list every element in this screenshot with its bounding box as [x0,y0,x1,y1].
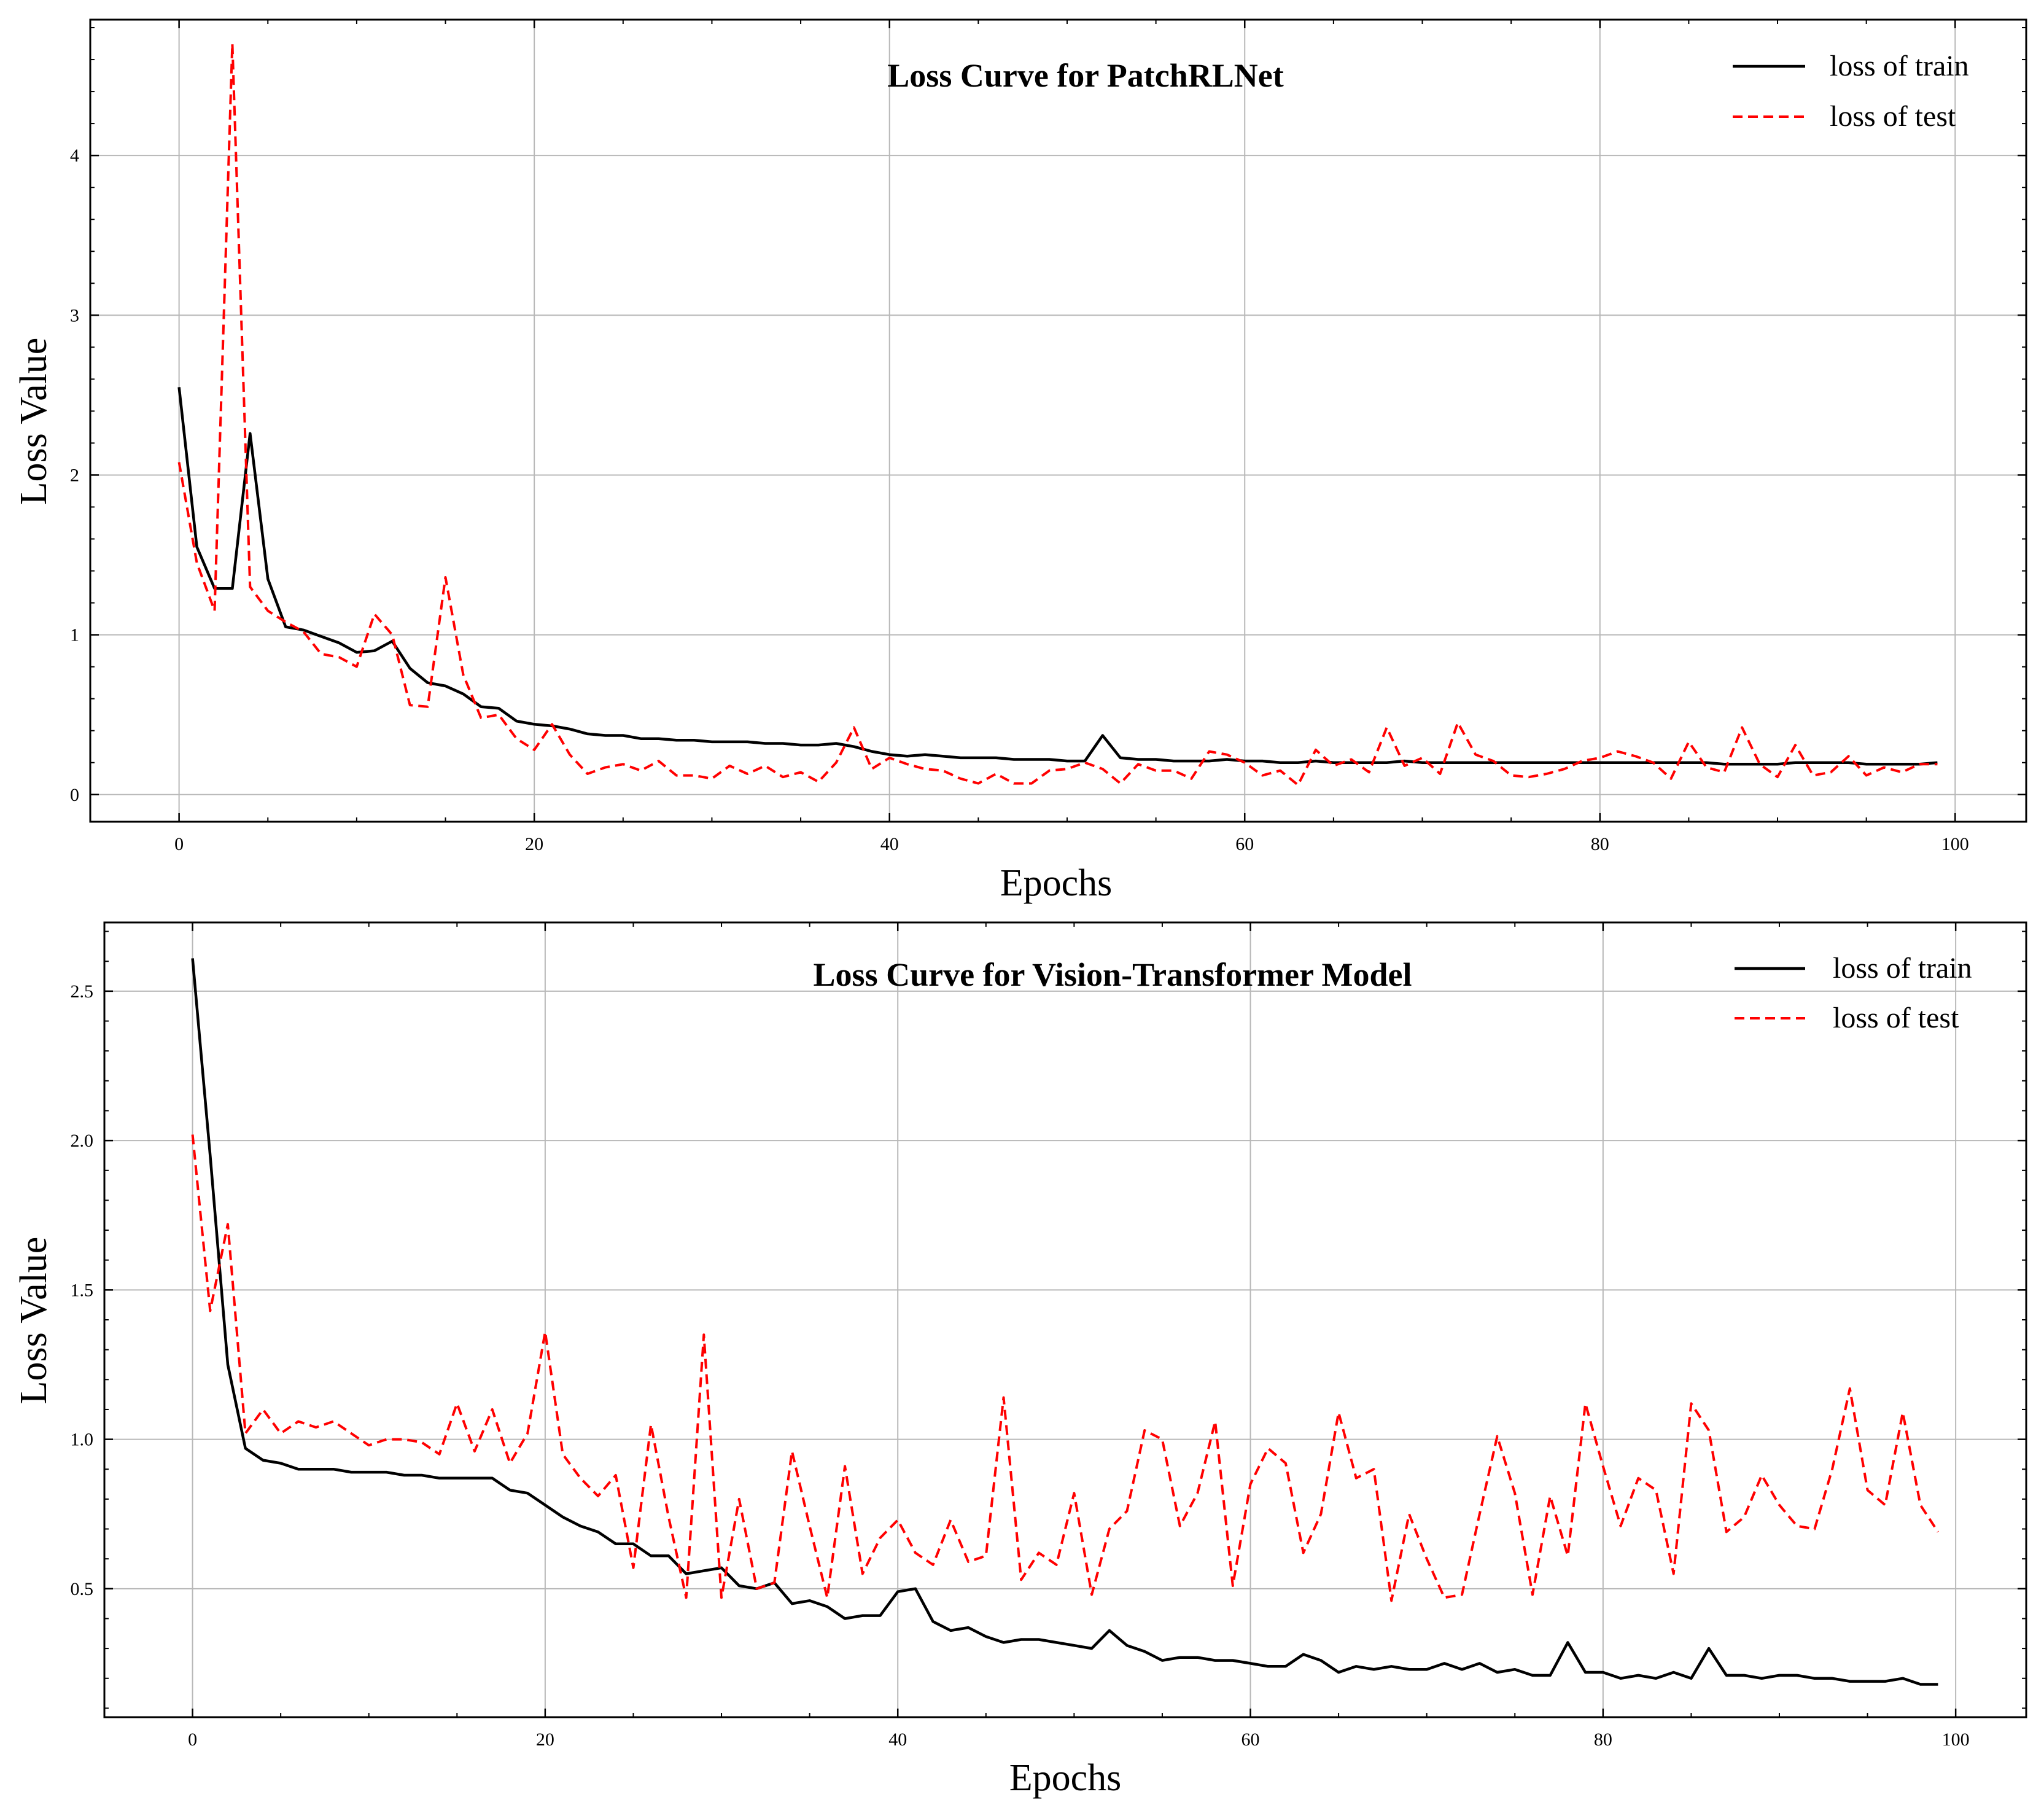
chart-title: Loss Curve for PatchRLNet [887,57,1283,94]
series-line-loss-of-test [191,1134,1940,1602]
y-tick-label: 2.5 [71,981,94,1002]
x-tick-label: 0 [188,1729,197,1750]
chart-panel-1: 0 20 40 60 80 100 0 1 2 3 4 Loss Curve for PatchRLN… [13,18,2027,904]
x-tick-label: 100 [1941,834,1969,854]
x-tick-label: 40 [880,834,899,854]
legend-label-1: loss of train [1830,50,1969,82]
y-axis-label: Loss Value [13,1237,55,1405]
y-tick-label: 3 [70,305,79,326]
x-axis-label: Epochs [1000,862,1113,904]
y-tick-label: 0 [70,785,79,805]
y-tick-label: 1.0 [71,1430,94,1450]
series-group [177,42,1938,787]
x-tick-label: 60 [1235,834,1254,854]
legend-label-2: loss of test [1833,1002,1959,1034]
x-tick-label: 80 [1591,834,1609,854]
x-tick-label: 20 [525,834,543,854]
chart-panel-2: 0 20 40 60 80 100 0.5 1.0 1.5 2.0 2.5 Loss Curve fo… [13,921,2027,1799]
legend-label-1: loss of train [1833,952,1972,984]
plot-frame [89,18,2027,823]
chart-title: Loss Curve for Vision-Transformer Model [814,956,1412,993]
y-tick-label: 2.0 [71,1131,94,1151]
grid-lines [90,20,2026,822]
charts-root: 0 20 40 60 80 100 0 1 2 3 4 Loss Curve for PatchRLN… [13,18,2027,1799]
grid-lines [104,922,2026,1717]
y-tick-label: 1.5 [71,1280,94,1300]
y-tick-label: 0.5 [71,1579,94,1599]
legend-label-2: loss of test [1830,100,1956,133]
x-tick-label: 20 [536,1729,554,1750]
y-tick-label: 4 [70,146,79,166]
y-tick-label: 1 [70,625,79,645]
series-line-loss-of-test [177,42,1938,787]
x-axis-label: Epochs [1009,1757,1122,1799]
x-tick-label: 100 [1942,1729,1970,1750]
x-tick-label: 60 [1242,1729,1260,1750]
x-tick-label: 80 [1594,1729,1612,1750]
y-tick-label: 2 [70,465,79,485]
x-tick-label: 40 [888,1729,907,1750]
series-line-loss-of-train [177,387,1938,766]
y-axis-label: Loss Value [13,338,55,505]
series-line-loss-of-train [191,958,1938,1686]
x-tick-label: 0 [174,834,184,854]
series-group [191,958,1940,1686]
